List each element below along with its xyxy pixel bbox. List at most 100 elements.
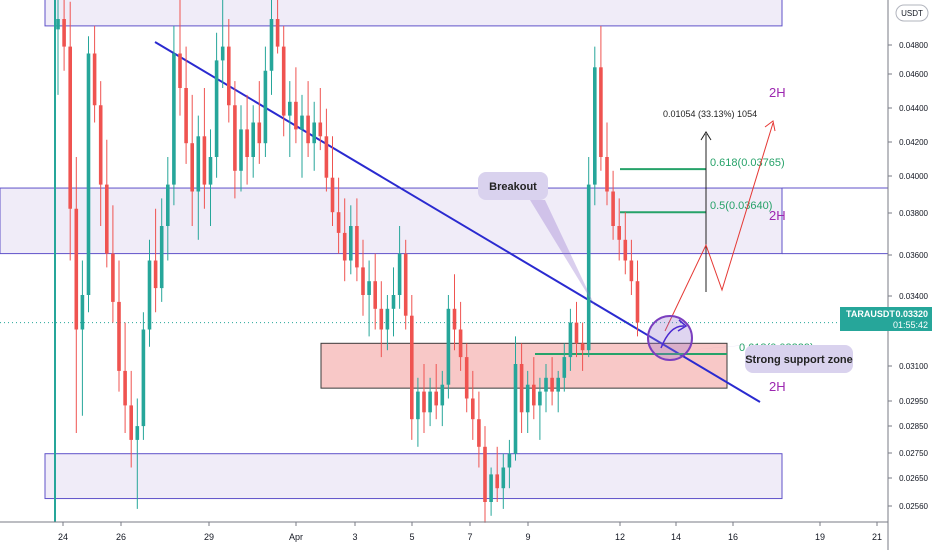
candle	[355, 198, 359, 282]
candle-body	[501, 467, 506, 489]
middle-resistance-zone	[0, 187, 783, 255]
y-tick-label: 0.04800	[899, 41, 928, 50]
candle-body	[580, 343, 585, 351]
candle-body	[245, 129, 249, 157]
lower-support-zone	[44, 453, 783, 500]
candle	[135, 398, 140, 509]
candle	[227, 19, 231, 123]
candle	[275, 0, 280, 54]
candle	[288, 81, 292, 157]
last-price-label: 0.03320	[895, 309, 928, 319]
candle-body	[202, 136, 207, 185]
candle	[629, 239, 634, 295]
candle-body	[147, 260, 152, 330]
candle-body	[422, 391, 426, 413]
candle-body	[141, 329, 146, 427]
candle-body	[373, 281, 377, 309]
candle	[74, 157, 79, 433]
candle	[471, 370, 475, 440]
candle	[80, 260, 85, 416]
candle	[501, 453, 506, 509]
candle-body	[263, 70, 268, 144]
candle	[202, 88, 207, 209]
candle-body	[599, 67, 603, 157]
candle-body	[507, 453, 512, 468]
candle-body	[159, 226, 164, 289]
breakout-label: Breakout	[489, 181, 537, 193]
candle	[117, 260, 121, 392]
candle-body	[239, 129, 243, 171]
candle-body	[623, 239, 628, 261]
candle	[391, 267, 396, 337]
symbol-label: TARAUSDT	[846, 309, 895, 319]
candle	[257, 81, 262, 164]
candle-body	[471, 398, 475, 420]
candle	[251, 105, 255, 178]
candle	[178, 0, 182, 116]
zone-label-2h: 2H	[769, 208, 786, 223]
candle	[62, 0, 66, 71]
candle	[123, 322, 127, 433]
candle	[532, 357, 536, 420]
candle-body	[440, 384, 445, 406]
support-arc-arrow	[660, 325, 685, 349]
candle-body	[153, 260, 158, 289]
candle	[495, 446, 499, 502]
y-tick-label: 0.03400	[899, 292, 928, 301]
candle-body	[56, 19, 60, 30]
candle	[245, 94, 249, 185]
overlay-layer: 2H2H2H0.618(0.03765)0.5(0.03640)0.618(0.…	[478, 85, 853, 394]
candle-body	[184, 88, 188, 144]
candle-body	[300, 115, 304, 130]
candle-body	[123, 370, 127, 406]
candle-body	[214, 60, 219, 157]
candle	[446, 295, 451, 399]
candle	[556, 370, 560, 413]
candle-body	[166, 184, 170, 226]
candle-body	[129, 405, 133, 440]
y-tick-label: 0.03100	[899, 362, 928, 371]
candle-body	[544, 377, 548, 392]
candle-body	[86, 53, 91, 295]
candle	[190, 94, 194, 226]
candle-body	[68, 46, 72, 209]
candle	[184, 46, 188, 164]
candle	[86, 36, 91, 313]
x-tick-label: 29	[204, 532, 214, 542]
x-tick-label: 24	[58, 532, 68, 542]
candle-body	[257, 122, 262, 144]
x-tick-label: Apr	[289, 532, 303, 542]
candle	[336, 177, 341, 254]
candle	[68, 1, 72, 261]
candle	[153, 208, 158, 313]
candle	[98, 81, 103, 226]
candle-body	[379, 308, 384, 330]
candle	[410, 295, 414, 440]
candle	[141, 312, 146, 440]
candle	[300, 94, 304, 178]
candles-layer	[56, 0, 640, 523]
candle	[306, 81, 310, 157]
candle-body	[532, 384, 536, 406]
candle-body	[586, 184, 591, 351]
candle	[239, 105, 243, 192]
candle-body	[74, 208, 79, 330]
price-axis-background	[888, 0, 932, 550]
candle	[574, 301, 579, 358]
candle-body	[611, 191, 615, 226]
candle	[440, 370, 445, 427]
candle	[318, 88, 323, 151]
candle-body	[318, 122, 323, 137]
candle-body	[617, 226, 621, 240]
candle	[220, 0, 225, 88]
y-tick-label: 0.04000	[899, 172, 928, 181]
candle-body	[428, 391, 432, 413]
projection-arrowhead	[764, 120, 776, 132]
support-pointer	[690, 345, 748, 350]
candle	[489, 467, 493, 516]
candle	[330, 136, 335, 226]
x-tick-label: 21	[872, 532, 882, 542]
y-tick-label: 0.02850	[899, 422, 928, 431]
